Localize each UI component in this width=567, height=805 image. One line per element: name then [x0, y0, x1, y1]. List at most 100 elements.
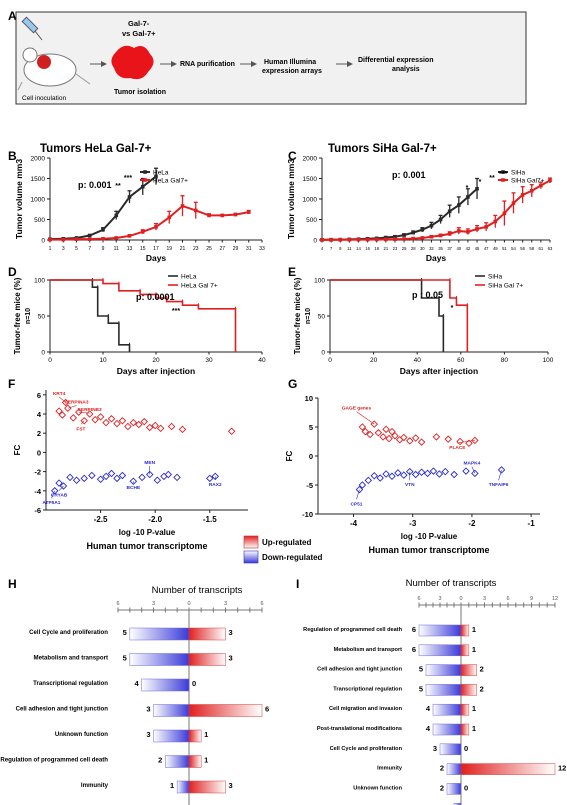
category-label: Transcriptional regulation — [33, 680, 108, 687]
y-tick-label: 2 — [37, 429, 41, 438]
data-point — [151, 421, 159, 430]
p-value-annotation: p : 0.05 — [412, 290, 443, 300]
gene-label: TNFAIP6 — [489, 482, 509, 488]
gal-comparison-line2: vs Gal-7+ — [122, 29, 156, 38]
y-tick-label: 500 — [306, 217, 317, 224]
data-point — [101, 227, 105, 232]
data-point — [529, 189, 534, 193]
data-point — [101, 236, 105, 241]
bar-down — [153, 704, 190, 717]
y-tick-label: 5 — [309, 423, 313, 432]
data-point — [178, 425, 187, 434]
bar-down-value: 5 — [123, 654, 127, 663]
data-point — [87, 233, 92, 238]
data-point — [48, 237, 52, 242]
gene-label: FST — [76, 426, 85, 432]
data-point — [154, 225, 158, 229]
legend-down-label: Down-regulated — [262, 553, 323, 562]
bar-up — [460, 763, 556, 775]
bar-down — [418, 624, 462, 637]
chart-title: Number of transcripts — [406, 578, 497, 589]
analysis-label-line1: Differential expression — [358, 57, 433, 64]
x-tick-label: 56 — [520, 246, 525, 251]
data-point — [220, 213, 225, 218]
data-point — [423, 469, 432, 478]
axis-tick-label: 3 — [483, 596, 486, 602]
data-point — [118, 416, 127, 425]
data-point — [435, 470, 444, 478]
data-point — [548, 178, 552, 183]
data-point — [466, 195, 470, 199]
p-value-annotation: p: 0.0001 — [136, 292, 175, 302]
data-point — [64, 404, 72, 412]
y-tick-label: 10 — [305, 394, 313, 403]
category-row: Transcriptional regulation 5 2 — [333, 684, 484, 696]
gene-label: CRYAB — [51, 493, 68, 499]
panel-letter-a: A — [8, 9, 17, 23]
y-tick-label: 50 — [318, 314, 326, 321]
panel-letter-b: B — [8, 149, 17, 163]
data-point — [113, 474, 121, 483]
x-tick-label: 17 — [153, 246, 159, 252]
bar-up — [188, 704, 263, 717]
data-point — [379, 433, 387, 441]
tumor-blob-icon — [111, 45, 154, 80]
data-point — [520, 193, 525, 197]
category-row: Metabolism and transport 6 1 — [334, 644, 476, 657]
data-point — [69, 414, 78, 422]
category-row: Cell Cycle and proliferation 3 0 — [330, 743, 468, 756]
series-siha-gal7- — [320, 177, 552, 242]
x-axis-label: log -10 P-value — [119, 528, 176, 537]
x-tick-label: -1 — [528, 519, 536, 528]
bar-down-value: 5 — [419, 665, 423, 674]
gene-label-leader — [58, 485, 64, 491]
category-label: Cell migration and invasion — [329, 706, 403, 712]
tumor-isolation-label: Tumor isolation — [114, 89, 166, 96]
data-point — [432, 433, 441, 441]
y-tick-label: 0 — [41, 238, 45, 245]
bar-up-value: 1 — [204, 756, 208, 765]
series-line — [50, 204, 249, 241]
gene-label-leader — [471, 466, 476, 474]
bar-up — [188, 780, 226, 794]
gene-label-leader — [356, 411, 375, 425]
data-point — [475, 186, 479, 191]
data-point — [55, 479, 63, 487]
x-tick-label: 33 — [259, 246, 265, 252]
significance-stars: * — [451, 305, 454, 312]
data-point — [447, 232, 452, 236]
panel-letter-d: D — [8, 265, 17, 279]
x-tick-label: 9 — [102, 246, 105, 252]
data-point — [246, 210, 251, 214]
data-point — [471, 469, 479, 478]
x-tick-label: 28 — [411, 246, 416, 251]
bar-down — [141, 678, 190, 692]
bar-up-value: 1 — [472, 724, 476, 733]
data-point — [466, 230, 470, 234]
p-value-annotation: p: 0.001 — [78, 180, 112, 190]
axis-tick-label: 12 — [552, 596, 558, 602]
gene-label: GAGE genes — [342, 406, 372, 412]
survival-curve — [330, 279, 469, 352]
gene-label-leader — [58, 396, 66, 403]
significance-stars: * — [479, 179, 482, 186]
gene-label: SERPINB3 — [78, 407, 102, 413]
data-point — [129, 477, 138, 485]
legend-up-swatch — [243, 535, 259, 549]
data-point — [156, 424, 165, 433]
y-tick-label: 4 — [37, 410, 42, 419]
data-point — [140, 184, 145, 189]
x-tick-label: 27 — [219, 246, 225, 252]
category-row: Cell Cycle and proliferation 5 3 — [29, 627, 233, 641]
y-tick-label: -6 — [34, 506, 41, 515]
panel-letter-g: G — [288, 377, 297, 391]
x-tick-label: 42 — [466, 246, 471, 251]
bar-up-value: 6 — [265, 705, 269, 714]
rna-purification-label: RNA purification — [180, 61, 235, 68]
bar-up — [460, 664, 477, 676]
data-point — [160, 472, 168, 481]
x-tick-label: 30 — [420, 246, 425, 251]
category-label: Post-translational modifications — [317, 726, 402, 732]
